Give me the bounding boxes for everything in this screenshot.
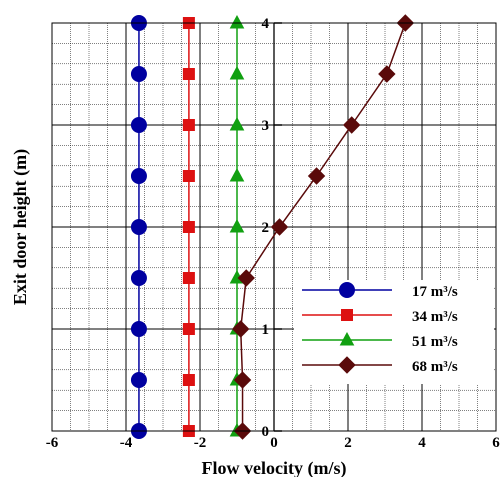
x-axis-title: Flow velocity (m/s) bbox=[202, 458, 347, 477]
y-axis-title: Exit door height (m) bbox=[10, 149, 31, 305]
data-point bbox=[182, 323, 195, 335]
data-point bbox=[229, 65, 245, 80]
data-point bbox=[342, 116, 361, 134]
data-point bbox=[233, 371, 252, 389]
x-tick-label: 6 bbox=[492, 435, 500, 451]
data-point bbox=[231, 320, 250, 338]
data-point bbox=[130, 66, 147, 82]
data-point bbox=[237, 269, 255, 287]
series-4 bbox=[231, 14, 415, 440]
data-point bbox=[182, 221, 195, 233]
legend-label: 51 m³/s bbox=[412, 334, 458, 350]
legend-marker bbox=[341, 309, 353, 321]
tick-labels: -6 -4 -2 0 2 4 6 0 1 2 3 4 bbox=[46, 16, 501, 451]
data-point bbox=[130, 372, 147, 388]
data-point bbox=[130, 219, 147, 235]
x-tick-label: -2 bbox=[194, 435, 207, 451]
data-point bbox=[182, 272, 195, 284]
x-tick-label: 0 bbox=[270, 435, 278, 451]
legend-item: 51 m³/s bbox=[302, 331, 458, 350]
legend-label: 17 m³/s bbox=[412, 284, 458, 300]
plot-frame bbox=[51, 22, 497, 432]
data-point bbox=[182, 68, 195, 80]
x-tick-label: -6 bbox=[46, 435, 59, 451]
data-point bbox=[130, 117, 147, 133]
data-point bbox=[229, 167, 245, 182]
data-point bbox=[378, 65, 396, 83]
y-tick-label: 0 bbox=[262, 424, 270, 440]
x-tick-label: 2 bbox=[344, 435, 352, 451]
y-tick-label: 2 bbox=[262, 220, 270, 236]
legend-label: 68 m³/s bbox=[412, 359, 458, 375]
data-point bbox=[182, 170, 195, 182]
legend: 17 m³/s 34 m³/s 51 m³/s 68 m³/s bbox=[294, 280, 494, 384]
x-tick-label: 4 bbox=[418, 435, 426, 451]
legend-marker bbox=[339, 331, 355, 346]
data-point bbox=[130, 321, 147, 337]
legend-item: 17 m³/s bbox=[302, 282, 458, 300]
legend-marker bbox=[339, 282, 355, 298]
data-point bbox=[229, 218, 245, 233]
data-point bbox=[130, 270, 147, 286]
data-point bbox=[270, 218, 289, 236]
legend-marker bbox=[338, 356, 356, 374]
data-point bbox=[307, 167, 326, 185]
data-point bbox=[229, 14, 245, 29]
series-1 bbox=[130, 15, 147, 439]
y-tick-label: 3 bbox=[262, 118, 270, 134]
data-point bbox=[229, 116, 245, 131]
series-layer bbox=[130, 14, 415, 440]
data-point bbox=[182, 374, 195, 386]
legend-item: 34 m³/s bbox=[302, 309, 458, 325]
y-tick-label: 4 bbox=[262, 16, 270, 32]
legend-item: 68 m³/s bbox=[302, 356, 458, 375]
data-point bbox=[182, 119, 195, 131]
data-point bbox=[130, 168, 147, 184]
legend-label: 34 m³/s bbox=[412, 309, 458, 325]
y-tick-label: 1 bbox=[262, 322, 270, 338]
legend-background bbox=[294, 280, 494, 384]
x-tick-label: -4 bbox=[120, 435, 133, 451]
